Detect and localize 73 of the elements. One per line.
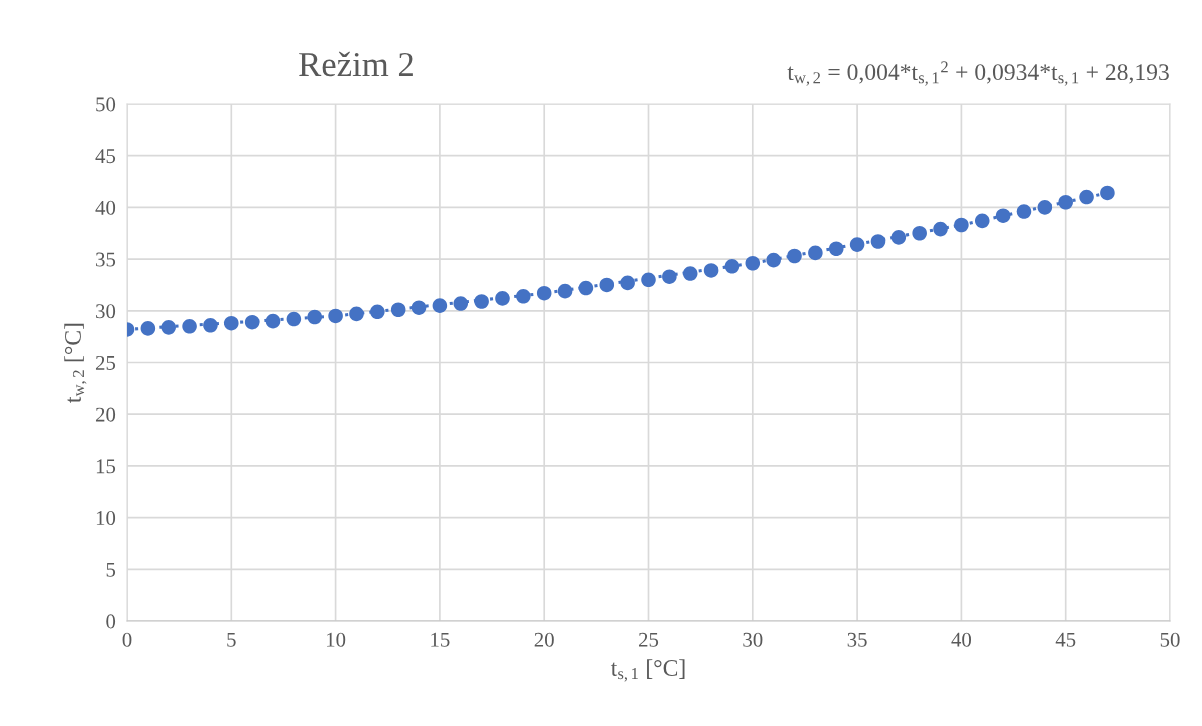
point bbox=[516, 289, 531, 304]
point bbox=[536, 285, 552, 301]
y-tick-label: 20 bbox=[95, 407, 116, 422]
point bbox=[203, 317, 218, 333]
point bbox=[286, 311, 302, 327]
x-tick-label: 50 bbox=[1160, 632, 1180, 647]
point bbox=[349, 306, 364, 322]
point bbox=[828, 241, 844, 257]
point bbox=[870, 234, 886, 249]
point bbox=[787, 248, 802, 264]
y-tick-label: 35 bbox=[96, 252, 116, 267]
point bbox=[557, 283, 573, 299]
point bbox=[1037, 200, 1053, 215]
y-tick-label: 25 bbox=[95, 355, 116, 370]
point bbox=[599, 277, 615, 293]
point bbox=[808, 245, 823, 261]
point bbox=[328, 308, 343, 324]
y-tick-label: 40 bbox=[95, 200, 116, 215]
y-tick-label: 0 bbox=[106, 614, 116, 629]
point bbox=[265, 313, 281, 329]
chart-title: Režim 2 bbox=[299, 51, 413, 77]
x-tick-label: 30 bbox=[743, 632, 763, 647]
point bbox=[745, 255, 761, 271]
point bbox=[933, 221, 948, 237]
point bbox=[224, 315, 239, 331]
x-tick-label: 25 bbox=[639, 632, 659, 647]
x-tick-label: 35 bbox=[847, 632, 867, 647]
text: t$_{w,2}$ = 0,004*t$_{s,1}$$^{2}$ + 0,0934*t$_{s,1}$ + 28,193 bbox=[787, 61, 1169, 86]
x-axis-title: t$_{s,1}$ [°C] bbox=[610, 659, 685, 682]
point bbox=[474, 294, 489, 309]
point bbox=[307, 309, 323, 325]
point bbox=[1079, 189, 1094, 205]
point bbox=[641, 272, 656, 288]
x-tick-label: 40 bbox=[951, 632, 972, 647]
point bbox=[912, 225, 927, 241]
y-axis-title: t$_{w,2}$ [°C] bbox=[64, 323, 87, 403]
point bbox=[620, 275, 635, 291]
point bbox=[974, 213, 990, 229]
point bbox=[182, 319, 197, 334]
point bbox=[161, 320, 176, 335]
point bbox=[849, 237, 865, 252]
point bbox=[244, 314, 260, 330]
y-tick-label: 5 bbox=[106, 562, 116, 577]
x-tick-label: 10 bbox=[327, 632, 346, 647]
point bbox=[1100, 185, 1115, 201]
point bbox=[724, 259, 740, 274]
x-tick-label: 5 bbox=[227, 632, 236, 647]
point bbox=[140, 321, 156, 336]
point bbox=[995, 208, 1011, 223]
point bbox=[1016, 204, 1032, 219]
point bbox=[495, 291, 510, 306]
point bbox=[432, 298, 448, 313]
x-tick-label: 45 bbox=[1055, 632, 1076, 647]
x-tick-label: 15 bbox=[431, 632, 450, 647]
x-tick-label: 0 bbox=[122, 632, 132, 647]
point bbox=[766, 252, 781, 268]
point bbox=[954, 217, 969, 233]
point bbox=[370, 304, 385, 320]
x-tick-label: 20 bbox=[534, 632, 554, 647]
y-tick-label: 50 bbox=[96, 97, 116, 112]
point bbox=[662, 269, 677, 284]
point bbox=[891, 230, 907, 245]
y-tick-label: 15 bbox=[96, 459, 116, 474]
point bbox=[703, 263, 719, 278]
y-tick-label: 30 bbox=[96, 304, 116, 319]
point bbox=[682, 266, 698, 281]
point bbox=[578, 280, 594, 296]
point bbox=[1058, 194, 1073, 210]
point bbox=[453, 296, 469, 311]
y-tick-label: 45 bbox=[95, 149, 116, 164]
y-tick-label: 10 bbox=[96, 510, 116, 526]
point bbox=[390, 302, 406, 318]
point bbox=[411, 300, 427, 315]
